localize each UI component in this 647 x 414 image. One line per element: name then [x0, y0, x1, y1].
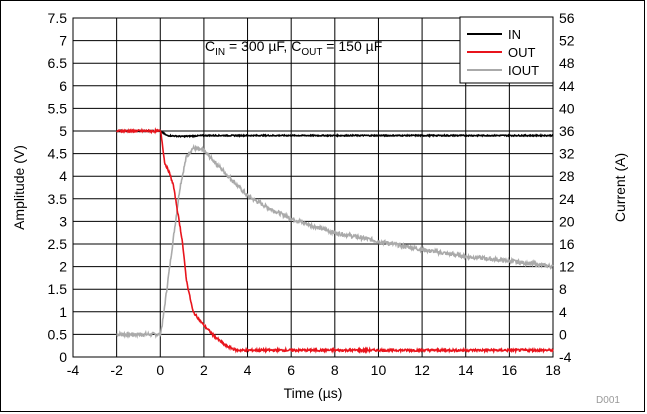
x-axis-label: Time (µs) — [284, 385, 343, 401]
c-out-subscript: OUT — [301, 47, 322, 58]
x-tick-label: -4 — [67, 362, 80, 378]
series-line-out — [115, 127, 554, 355]
c-in-subscript: IN — [215, 47, 225, 58]
x-tick-label: 12 — [414, 362, 430, 378]
x-tick-label: -2 — [110, 362, 123, 378]
y2-tick-label: 0 — [559, 326, 567, 342]
x-tick-label: 10 — [371, 362, 387, 378]
x-tick-label: 6 — [287, 362, 295, 378]
y2-tick-label: 24 — [559, 191, 575, 207]
x-tick-label: 16 — [502, 362, 518, 378]
y2-tick-label: 12 — [559, 259, 575, 275]
y2-tick-label: 20 — [559, 213, 575, 229]
y2-tick-label: 8 — [559, 281, 567, 297]
y2-tick-label: 48 — [559, 55, 575, 71]
x-tick-label: 2 — [200, 362, 208, 378]
capacitance-annotation: CIN = 300 µF, COUT = 150 µF — [205, 38, 382, 58]
x-tick-label: 14 — [458, 362, 474, 378]
y2-axis-label: Current (A) — [612, 153, 628, 222]
legend: IN OUT IOUT — [459, 16, 554, 84]
y2-tick-label: 44 — [559, 78, 575, 94]
legend-box — [459, 16, 554, 84]
y2-tick-label: 28 — [559, 168, 575, 184]
c-in-value: = 300 µF, — [225, 38, 291, 54]
y-tick-label: 7.5 — [48, 10, 68, 26]
plot-area — [115, 127, 554, 355]
y-tick-label: 3 — [59, 213, 67, 229]
y-tick-label: 0 — [59, 349, 67, 365]
y-tick-label: 7 — [59, 33, 67, 49]
figure-id: D001 — [596, 395, 620, 406]
y-tick-label: 3.5 — [48, 191, 68, 207]
series-line-iout — [116, 143, 554, 340]
y-tick-label: 4 — [59, 168, 67, 184]
legend-label-iout: IOUT — [508, 63, 539, 78]
x-tick-label: 4 — [244, 362, 252, 378]
x-tick-label: 8 — [331, 362, 339, 378]
y2-tick-label: 32 — [559, 146, 575, 162]
y-tick-label: 5 — [59, 123, 67, 139]
series-line-in — [115, 128, 554, 139]
y-axis-label: Amplitude (V) — [11, 145, 27, 230]
y-tick-label: 2 — [59, 259, 67, 275]
y2-tick-label: 4 — [559, 304, 567, 320]
y-tick-label: 5.5 — [48, 100, 68, 116]
c-in-symbol: C — [205, 38, 215, 54]
y-tick-label: 0.5 — [48, 326, 68, 342]
x-tick-label: 18 — [545, 362, 561, 378]
plot-border — [72, 17, 554, 358]
y-tick-label: 6.5 — [48, 55, 68, 71]
y-axis-ticks: 0 0.5 1 1.5 2 2.5 3 3.5 4 4.5 5 5.5 6 6.5 7 7.5 — [48, 10, 68, 365]
c-out-value: = 150 µF — [322, 38, 382, 54]
y-tick-label: 1 — [59, 304, 67, 320]
y2-tick-label: 52 — [559, 33, 575, 49]
c-out-symbol: C — [291, 38, 301, 54]
y2-tick-label: 40 — [559, 100, 575, 116]
y-tick-label: 6 — [59, 78, 67, 94]
y-tick-label: 4.5 — [48, 146, 68, 162]
y-tick-label: 2.5 — [48, 236, 68, 252]
y2-tick-label: 16 — [559, 236, 575, 252]
legend-label-out: OUT — [508, 45, 536, 60]
y2-tick-label: 36 — [559, 123, 575, 139]
y2-tick-label: -4 — [559, 349, 572, 365]
legend-label-in: IN — [508, 27, 521, 42]
y-tick-label: 1.5 — [48, 281, 68, 297]
x-tick-label: 0 — [156, 362, 164, 378]
y2-tick-label: 56 — [559, 10, 575, 26]
x-axis-ticks: -4 -2 0 2 4 6 8 10 12 14 16 18 — [67, 362, 561, 378]
